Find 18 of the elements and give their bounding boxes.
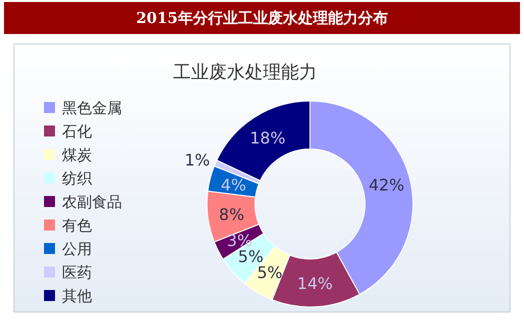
legend-label: 其他 [62,287,92,305]
data-label: 18% [250,128,286,148]
legend-label: 公用 [62,240,92,258]
chart-subtitle: 工业废水处理能力 [173,62,317,83]
legend-label: 有色 [62,216,92,234]
legend-label: 医药 [62,264,92,282]
data-label: 1% [184,150,210,170]
legend-label: 农副食品 [62,193,122,211]
legend-label: 石化 [62,122,92,140]
data-label: 3% [226,230,252,250]
legend-label: 煤炭 [62,146,92,164]
legend-label: 黑色金属 [62,99,122,117]
data-label: 14% [297,274,333,293]
chart-title: 2015年分行业工业废水处理能力分布 [136,9,388,27]
legend-label: 纺织 [62,170,92,188]
data-label: 8% [218,204,244,224]
data-label: 42% [368,175,404,194]
data-label: 4% [220,175,246,194]
